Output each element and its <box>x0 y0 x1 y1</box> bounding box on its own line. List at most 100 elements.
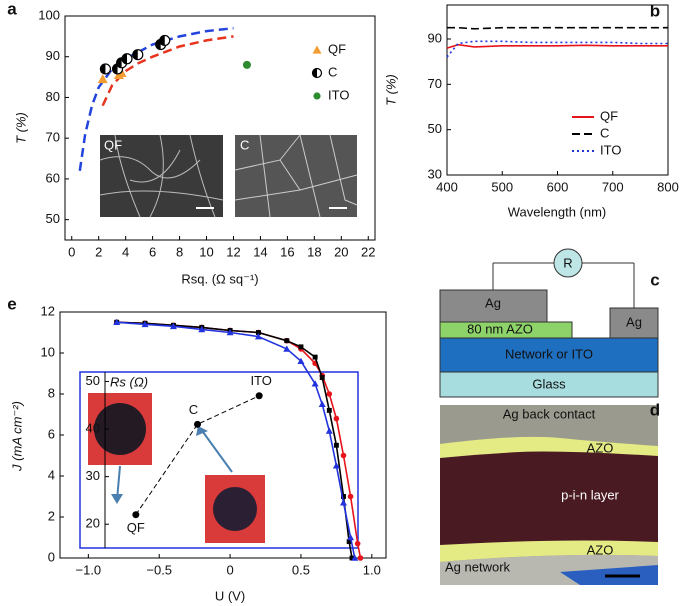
sample-disk <box>94 403 146 455</box>
series-line <box>446 40 668 58</box>
x-tick-label: −1.0 <box>76 562 102 577</box>
marker <box>347 493 354 500</box>
x-tick-label: 12 <box>226 244 240 259</box>
legend-label: QF <box>600 108 618 123</box>
marker <box>332 462 340 469</box>
marker <box>159 34 171 47</box>
y-tick-label: 70 <box>46 130 60 145</box>
x-tick-label: 2 <box>95 244 102 259</box>
x-tick-label: −0.5 <box>146 562 172 577</box>
x-axis-label: Rsq. (Ω sq⁻¹) <box>181 271 258 286</box>
x-tick-label: 0 <box>68 244 75 259</box>
marker <box>312 354 318 360</box>
x-tick-label: 20 <box>334 244 348 259</box>
marker <box>132 49 144 61</box>
y-tick-label: 50 <box>428 121 442 136</box>
layer-label: 80 nm AZO <box>467 321 533 336</box>
point-label: ITO <box>250 373 271 388</box>
x-tick-label: 0.5 <box>292 562 310 577</box>
x-tick-label: 14 <box>253 244 267 259</box>
x-tick-label: 22 <box>361 244 375 259</box>
y-tick-label: 20 <box>86 516 100 531</box>
azo-layer <box>440 540 658 562</box>
panel-label: c <box>650 270 659 289</box>
pin-layer <box>440 440 658 548</box>
x-tick-label: 500 <box>491 179 513 194</box>
x-axis-label: Wavelength (nm) <box>508 204 607 219</box>
marker <box>226 329 234 336</box>
x-tick-label: 6 <box>149 244 156 259</box>
marker <box>333 415 340 422</box>
marker-half <box>312 68 317 78</box>
legend-label: C <box>600 125 609 140</box>
x-tick-label: 10 <box>199 244 213 259</box>
network-layer <box>439 337 659 373</box>
marker <box>340 452 347 459</box>
marker <box>255 330 261 335</box>
y-tick-label: 100 <box>38 7 60 22</box>
y-tick-label: 0 <box>48 549 55 564</box>
resistor-label: R <box>563 255 572 270</box>
marker <box>346 539 352 545</box>
y-tick-label: 70 <box>428 76 442 91</box>
point <box>194 420 201 428</box>
arrowhead <box>196 426 208 436</box>
layer-label: p-i-n layer <box>561 487 619 502</box>
point <box>132 511 140 519</box>
x-tick-label: 1.0 <box>363 562 381 577</box>
marker-half <box>112 63 118 74</box>
marker <box>319 375 325 381</box>
layer-label: Glass <box>532 376 566 391</box>
marker <box>333 442 339 448</box>
y-axis-label: J (mA cm⁻²) <box>9 401 24 472</box>
marker <box>354 540 361 547</box>
panel-label: b <box>650 1 660 20</box>
y-tick-label: 90 <box>46 48 60 63</box>
marker <box>357 555 364 561</box>
y-tick-label: 30 <box>428 166 442 181</box>
x-tick-label: 18 <box>307 244 321 259</box>
legend-label: QF <box>328 41 346 56</box>
marker <box>242 60 251 69</box>
marker-half <box>159 35 165 46</box>
micrograph-c <box>235 135 357 217</box>
marker <box>113 318 121 326</box>
plot-frame <box>64 15 376 241</box>
panel-label: d <box>650 400 660 419</box>
inset-label: QF <box>104 137 122 152</box>
micrograph-texture <box>99 134 224 218</box>
plot-frame <box>446 4 669 176</box>
layer-label: AZO <box>587 542 614 557</box>
marker <box>312 45 322 54</box>
panel-label: a <box>7 0 17 18</box>
x-tick-label: 800 <box>657 179 679 194</box>
x-tick-label: 16 <box>280 244 294 259</box>
legend-label: ITO <box>600 142 621 157</box>
legend-label: ITO <box>328 87 349 102</box>
marker <box>326 407 332 413</box>
marker <box>141 320 149 328</box>
marker <box>254 333 262 340</box>
y-tick-label: 2 <box>48 508 55 523</box>
arrowhead <box>111 494 123 504</box>
y-axis-label: T (%) <box>13 112 28 144</box>
marker <box>318 400 326 408</box>
x-tick-label: 4 <box>122 244 129 259</box>
micrograph-texture <box>234 134 358 218</box>
marker <box>326 391 333 397</box>
layer-label: Network or ITO <box>505 346 593 361</box>
marker-half <box>100 63 106 74</box>
marker <box>313 92 321 100</box>
layer-label: Ag <box>485 295 501 310</box>
point-label: QF <box>127 520 145 535</box>
y-tick-label: 40 <box>86 421 100 436</box>
marker-half <box>132 49 138 60</box>
y-tick-label: 60 <box>46 170 60 185</box>
marker <box>349 555 355 561</box>
marker-half <box>122 53 127 64</box>
y-tick-label: 12 <box>41 303 55 318</box>
legend-label: C <box>328 64 337 79</box>
x-tick-label: 700 <box>602 179 624 194</box>
y-tick-label: 80 <box>46 89 60 104</box>
